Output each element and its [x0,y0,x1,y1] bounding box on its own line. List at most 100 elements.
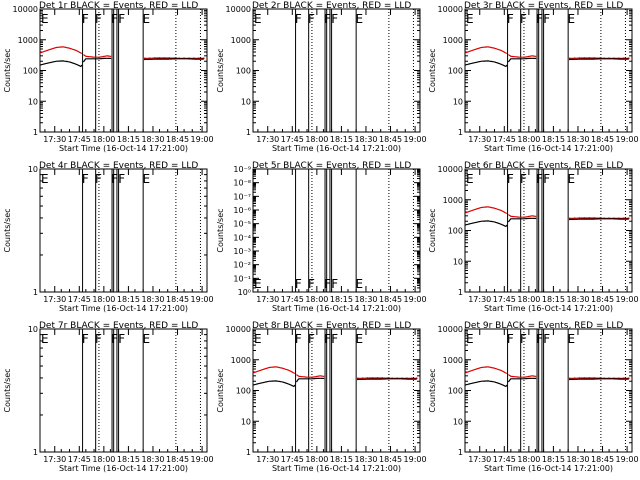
x-tick-label: 17:30 [256,455,279,464]
y-tick-label: 1000 [443,36,463,45]
y-tick-label: 1000 [231,356,251,365]
flag-label: E [41,332,49,346]
flag-label: E [143,12,151,26]
panel-det4: Det 4r BLACK = Events, RED = LLD Counts/s… [3,161,214,313]
x-tick-label: 17:45 [281,295,304,304]
y-tick-label: 100 [448,387,463,396]
flag-label: F [520,12,527,26]
y-tick-label: 1000 [18,36,38,45]
y-tick-label: 1000 [443,356,463,365]
flag-label: E [568,332,576,346]
x-tick-label: 18:45 [591,135,614,144]
panel-det1: Det 1r BLACK = Events, RED = LLD Counts/s… [3,1,214,153]
flag-label: F [308,332,315,346]
series-lld-point [361,377,364,380]
y-tick-label: 10 [453,97,463,106]
y-axis-label: Counts/sec [3,208,12,252]
y-tick-label: 10⁻⁵ [233,220,251,229]
x-tick-label: 18:15 [117,135,140,144]
x-tick-label: 18:45 [591,455,614,464]
y-tick-label: 10⁻³ [233,247,251,256]
series-lld-point [158,57,161,59]
flag-label: E [466,12,474,26]
x-axis-label: Start Time (16-Oct-14 17:21:00) [484,144,613,153]
x-tick-label: 18:45 [379,135,402,144]
x-axis-label: Start Time (16-Oct-14 17:21:00) [59,304,188,313]
x-tick-label: 19:00 [404,295,427,304]
x-axis-label: Start Time (16-Oct-14 17:21:00) [272,464,401,473]
x-tick-label: 17:45 [281,455,304,464]
flag-label: FF [324,12,338,26]
x-tick-label: 17:30 [468,455,491,464]
plot-frame [39,8,208,133]
panel-det3: Det 3r BLACK = Events, RED = LLD Counts/s… [428,1,639,153]
y-tick-label: 1 [246,448,251,457]
x-tick-label: 18:45 [166,455,189,464]
x-tick-label: 18:30 [141,455,164,464]
series-lld-line [464,46,508,55]
x-tick-label: 18:30 [566,135,589,144]
panel-det8: Det 8r BLACK = Events, RED = LLD Counts/s… [216,321,427,473]
x-axis-label: Start Time (16-Oct-14 17:21:00) [59,464,188,473]
x-axis-label: Start Time (16-Oct-14 17:21:00) [484,464,613,473]
y-tick-label: 10000 [438,165,463,174]
series-lld-point [573,57,576,60]
y-tick-label: 10⁻⁷ [233,192,251,201]
y-tick-label: 10⁻⁶ [233,206,251,215]
series-lld-point [578,57,581,59]
x-tick-label: 18:30 [141,295,164,304]
x-tick-label: 18:00 [305,455,328,464]
flag-label: E [254,277,262,291]
y-tick-label: 100 [236,67,251,76]
flag-label: E [254,12,262,26]
y-tick-label: 100 [236,387,251,396]
x-tick-label: 18:45 [379,455,402,464]
y-axis-label: Counts/sec [428,48,437,92]
flag-label: FF [536,12,550,26]
x-tick-label: 18:45 [166,135,189,144]
y-tick-label: 10000 [226,5,251,14]
flag-label: FF [111,172,125,186]
y-tick-label: 10 [28,97,38,106]
x-tick-label: 17:30 [256,295,279,304]
flag-label: FF [536,172,550,186]
flag-label: FF [111,12,125,26]
x-tick-label: 17:30 [256,135,279,144]
x-tick-label: 17:45 [281,135,304,144]
y-tick-label: 10⁻⁴ [233,233,251,242]
flag-label: FF [111,332,125,346]
flag-label: F [520,172,527,186]
y-axis-label: Counts/sec [3,368,12,412]
x-tick-label: 18:15 [330,295,353,304]
flag-label: F [82,12,89,26]
series-events-line [569,378,629,381]
panel-det5: Det 5r BLACK = Events, RED = LLD Counts/s… [216,161,427,313]
flag-label: E [466,172,474,186]
y-tick-label: 10 [28,165,38,174]
x-tick-label: 18:00 [517,455,540,464]
x-tick-label: 17:30 [43,455,66,464]
panel-title: Det 3r BLACK = Events, RED = LLD [464,1,623,11]
series-lld-point [588,217,591,219]
x-tick-label: 18:00 [92,295,115,304]
series-events-line [295,377,325,383]
series-lld-line [296,374,325,378]
flag-label: F [308,12,315,26]
flag-label: E [254,332,262,346]
y-axis-label: Counts/sec [216,208,225,252]
flag-label: E [466,332,474,346]
flag-label: E [41,12,49,26]
y-axis-label: Counts/sec [428,368,437,412]
series-lld-point [153,57,156,59]
x-tick-label: 19:00 [404,455,427,464]
series-events-line [507,57,537,63]
plot-frame [252,168,421,293]
panel-title: Det 1r BLACK = Events, RED = LLD [39,1,198,11]
flag-label: F [95,172,102,186]
x-tick-label: 18:15 [542,455,565,464]
panel-title: Det 7r BLACK = Events, RED = LLD [39,321,198,331]
x-tick-label: 18:00 [92,135,115,144]
y-tick-label: 1000 [443,196,463,205]
flag-label: E [41,172,49,186]
x-tick-label: 19:00 [616,455,639,464]
